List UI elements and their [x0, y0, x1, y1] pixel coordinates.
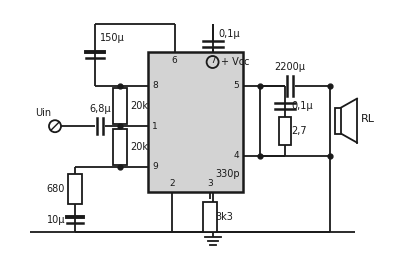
- Text: 150μ: 150μ: [100, 33, 125, 43]
- Text: 0,1μ: 0,1μ: [219, 29, 240, 39]
- Text: 5: 5: [233, 81, 239, 90]
- Bar: [113, 129, 127, 165]
- Text: + Vcc: + Vcc: [221, 57, 249, 67]
- Text: 4: 4: [233, 151, 239, 160]
- Bar: [335, 108, 341, 134]
- Text: 9: 9: [152, 162, 158, 171]
- Text: 8: 8: [152, 81, 158, 90]
- Text: 10μ: 10μ: [46, 215, 65, 225]
- Bar: [279, 117, 291, 145]
- Text: 6,8μ: 6,8μ: [89, 104, 111, 114]
- Text: 3: 3: [207, 179, 213, 188]
- Text: RL: RL: [361, 114, 375, 124]
- Text: 3k3: 3k3: [216, 212, 234, 222]
- Text: 2,7: 2,7: [291, 125, 307, 136]
- Bar: [203, 202, 217, 232]
- Text: 20k: 20k: [130, 141, 148, 151]
- Text: 680: 680: [47, 184, 65, 194]
- Text: 2: 2: [169, 179, 174, 188]
- Text: 330p: 330p: [216, 169, 240, 179]
- Bar: [148, 52, 243, 192]
- Text: 2200μ: 2200μ: [274, 62, 306, 72]
- Text: 20k: 20k: [130, 101, 148, 111]
- Bar: [68, 174, 82, 204]
- Text: 0,1μ: 0,1μ: [291, 101, 313, 110]
- Text: 6: 6: [172, 56, 178, 65]
- Text: Uin: Uin: [35, 108, 51, 118]
- Text: 1: 1: [152, 122, 158, 131]
- Text: 7: 7: [210, 56, 216, 65]
- Bar: [113, 88, 127, 124]
